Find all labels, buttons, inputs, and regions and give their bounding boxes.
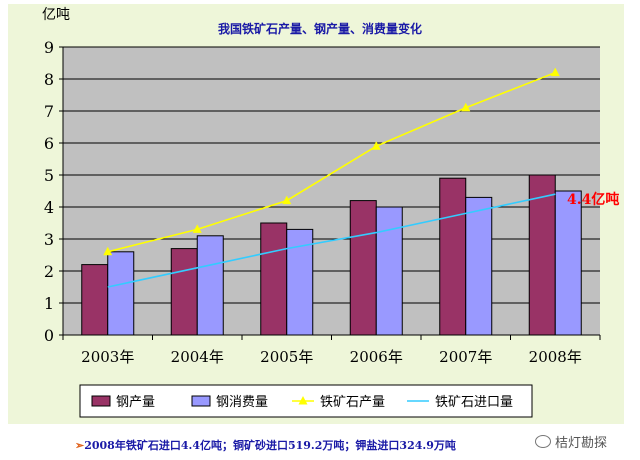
y-tick-label: 7 [44, 102, 54, 121]
y-tick-label: 1 [44, 294, 54, 313]
line-铁矿石产量 [107, 71, 556, 253]
watermark-text: 桔灯勘探 [555, 436, 608, 451]
bar-钢消费量 [465, 196, 493, 336]
bar-钢产量 [439, 177, 467, 336]
wechat-icon [535, 435, 551, 448]
bar-钢产量 [349, 200, 377, 336]
bar-钢消费量 [375, 206, 403, 336]
y-tick-label: 3 [44, 230, 54, 249]
x-tick-label: 2003年 [81, 348, 134, 366]
point-铁矿石产量 [103, 246, 113, 256]
y-tick-label: 2 [44, 262, 54, 281]
bar-钢产量 [81, 264, 109, 336]
line-铁矿石进口量 [107, 193, 556, 288]
legend-swatch [191, 395, 211, 407]
x-tick-label: 2006年 [350, 348, 403, 366]
bar-钢产量 [170, 248, 198, 336]
point-铁矿石产量 [550, 67, 560, 77]
bar-钢消费量 [107, 251, 135, 336]
footer-note: ➢2008年铁矿石进口4.4亿吨；铜矿砂进口519.2万吨；钾盐进口324.9万… [75, 437, 456, 453]
legend-marker [298, 396, 308, 405]
legend-swatch [91, 395, 111, 407]
legend-label: 铁矿石进口量 [435, 395, 513, 410]
x-tick-label: 2007年 [439, 348, 492, 366]
y-tick-label: 4 [44, 198, 54, 217]
legend-label: 钢产量 [116, 395, 155, 410]
bar-钢消费量 [554, 190, 582, 336]
x-tick-label: 2005年 [260, 348, 313, 366]
bar-钢产量 [528, 174, 556, 336]
bar-钢消费量 [196, 235, 224, 336]
legend-label: 铁矿石产量 [320, 395, 385, 410]
y-tick-label: 0 [44, 326, 54, 345]
legend-label: 钢消费量 [216, 395, 268, 410]
chart-title: 我国铁矿石产量、钢产量、消费量变化 [218, 21, 422, 36]
x-tick-label: 2004年 [171, 348, 224, 366]
y-axis-label: 亿吨 [42, 7, 70, 23]
bar-钢产量 [260, 222, 288, 336]
footer-note-text: 2008年铁矿石进口4.4亿吨；铜矿砂进口519.2万吨；钾盐进口324.9万吨 [84, 439, 456, 452]
arrow-icon: ➢ [75, 439, 85, 452]
y-tick-label: 8 [44, 70, 54, 89]
point-铁矿石产量 [371, 141, 381, 150]
point-铁矿石产量 [282, 195, 292, 205]
y-tick-label: 6 [44, 134, 54, 153]
annotation-label: 4.4亿吨 [567, 191, 619, 208]
y-tick-label: 5 [44, 166, 54, 185]
y-tick-label: 9 [44, 38, 54, 57]
plot-area [63, 47, 600, 335]
x-tick-label: 2008年 [529, 348, 582, 366]
point-铁矿石产量 [192, 224, 202, 233]
point-铁矿石产量 [461, 102, 471, 112]
watermark: 桔灯勘探 [535, 432, 607, 451]
